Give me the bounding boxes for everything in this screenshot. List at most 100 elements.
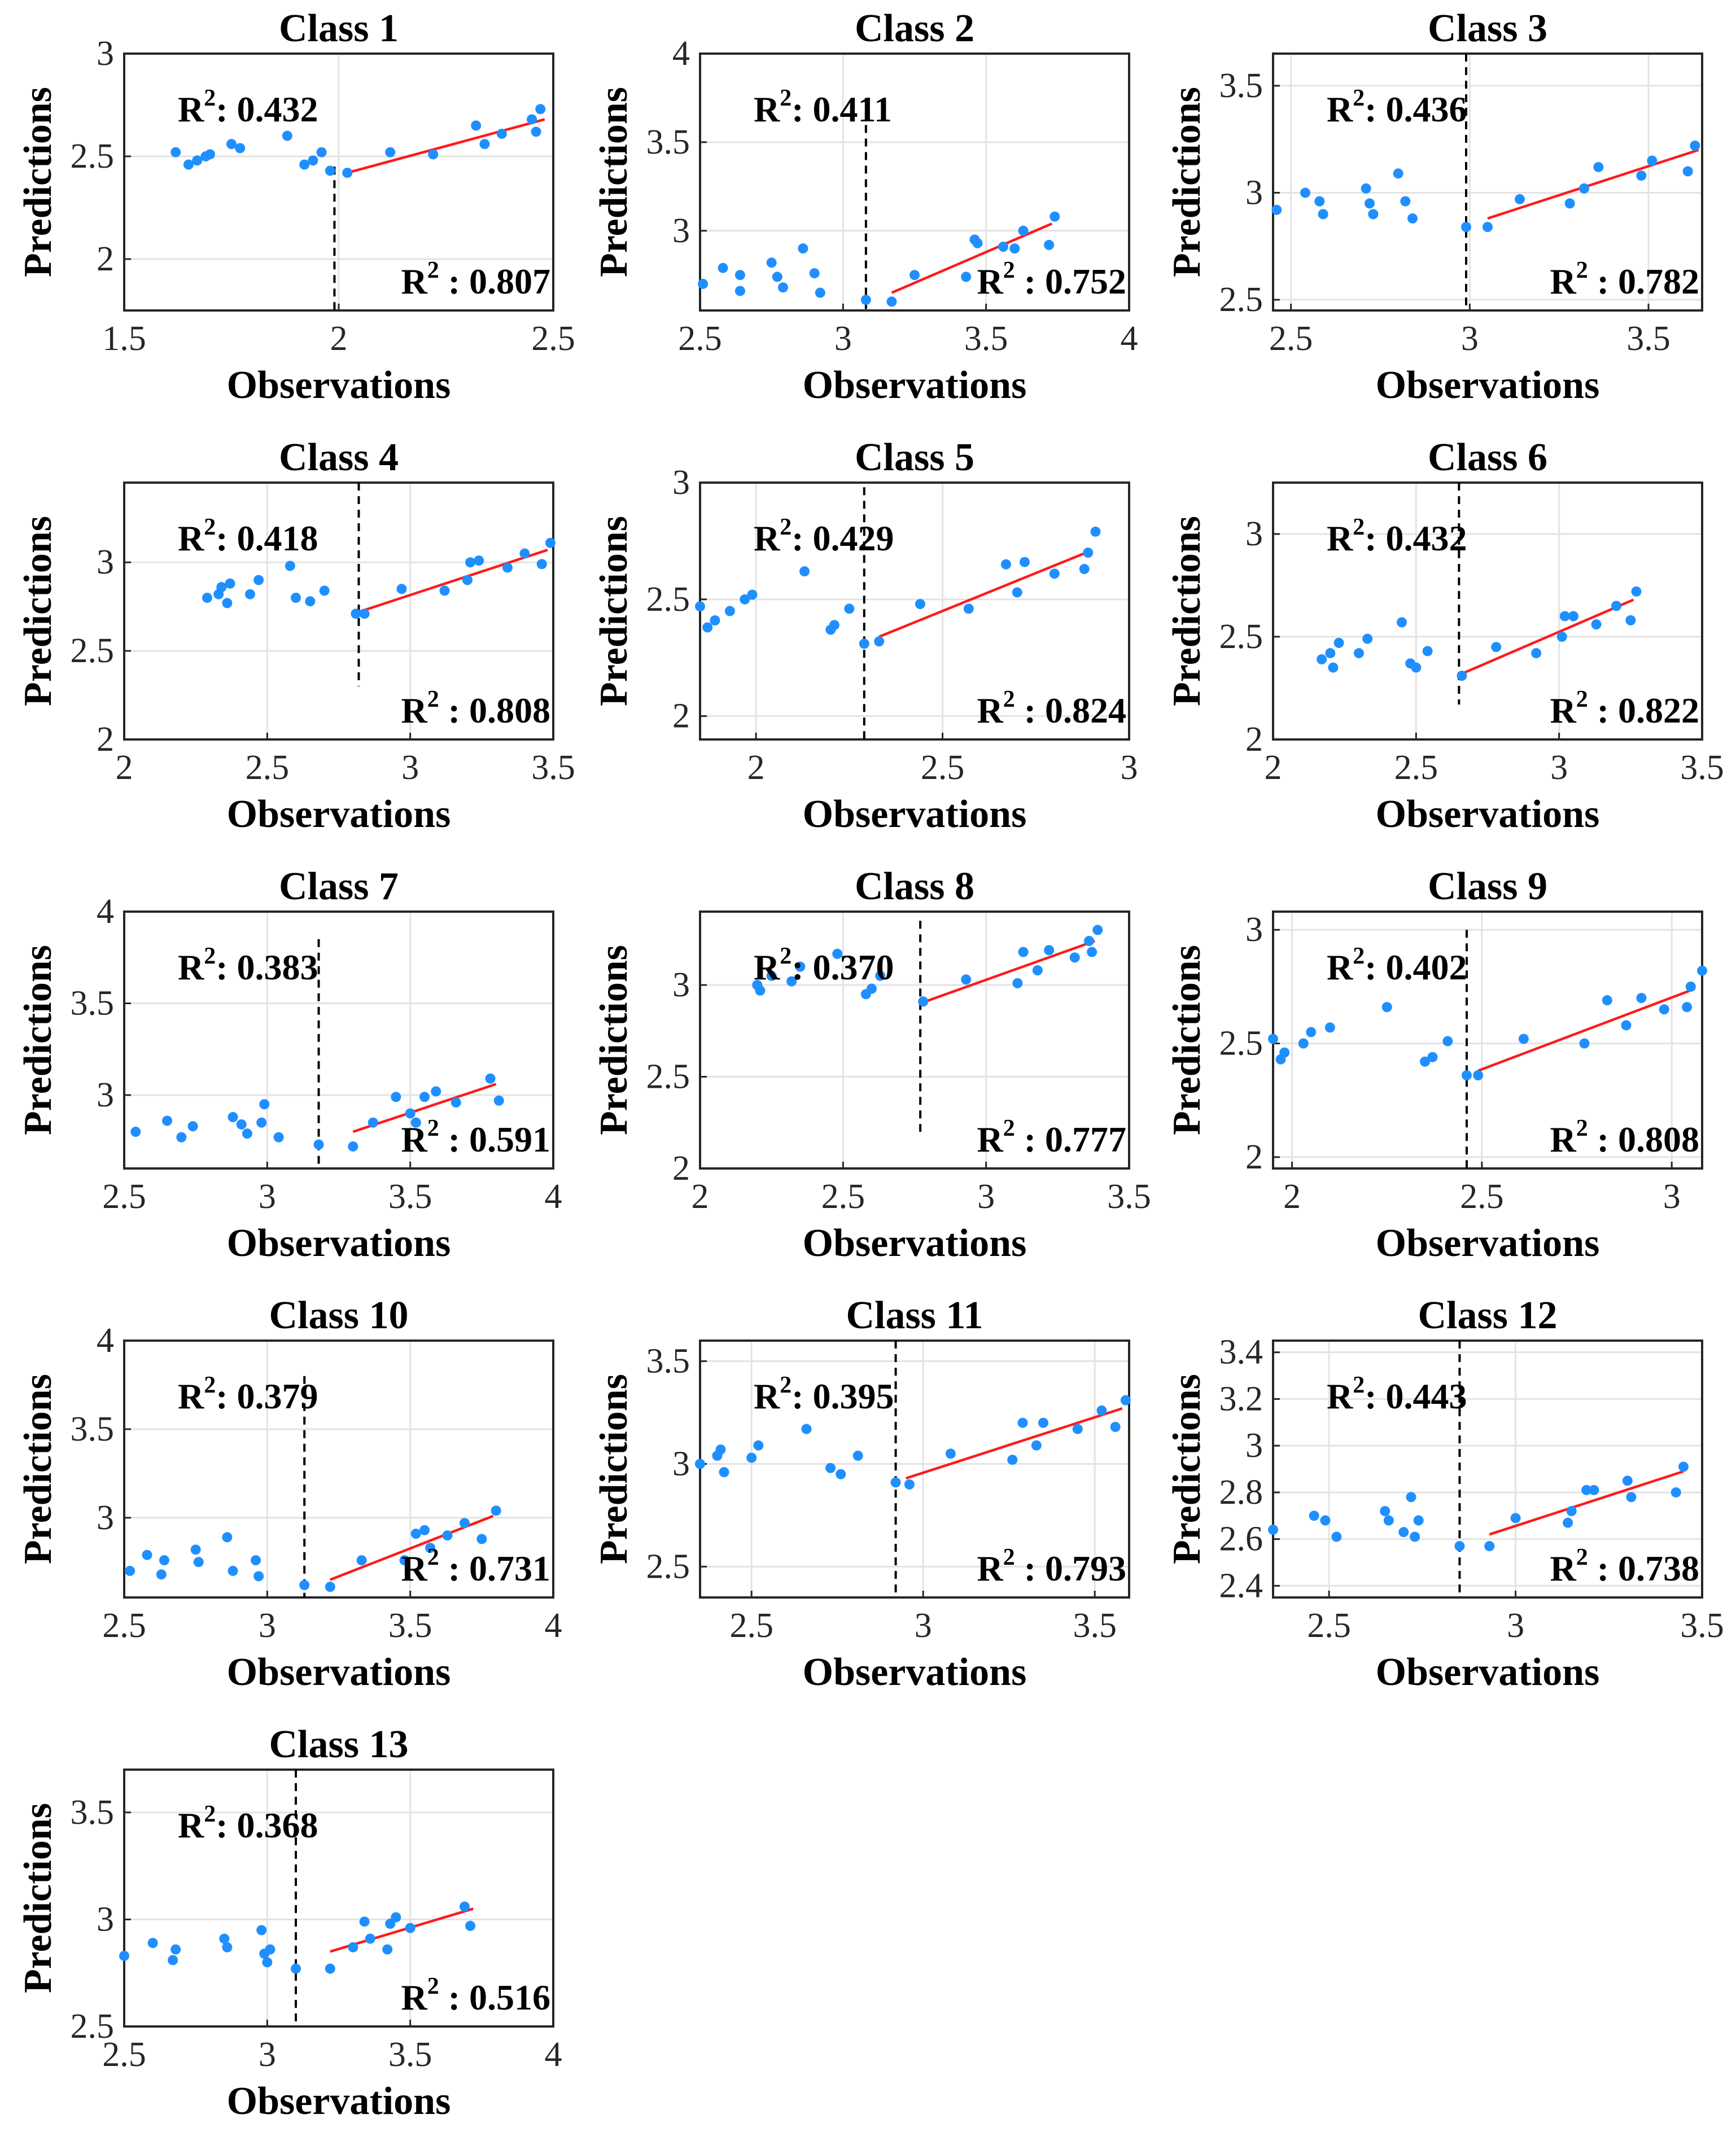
x-axis-label: Observations bbox=[227, 364, 451, 407]
data-point bbox=[1306, 1027, 1317, 1038]
x-tick-label: 3.5 bbox=[388, 1606, 432, 1645]
data-point bbox=[1397, 617, 1407, 628]
x-axis-label: Observations bbox=[1376, 1222, 1600, 1265]
y-axis-label: Predictions bbox=[1165, 87, 1209, 277]
r2-left-value: : 0.418 bbox=[216, 518, 318, 558]
subplot-title: Class 10 bbox=[269, 1294, 409, 1337]
y-tick-label: 2.5 bbox=[71, 2007, 115, 2046]
r2-left-label: R2: 0.395 bbox=[754, 1372, 894, 1416]
y-tick-label: 3.5 bbox=[71, 984, 115, 1023]
data-point bbox=[1581, 1485, 1592, 1495]
data-point bbox=[724, 606, 735, 616]
y-tick-label: 3.5 bbox=[1219, 67, 1263, 105]
r2-left-value: : 0.436 bbox=[1365, 89, 1467, 129]
subplot-title: Class 6 bbox=[1428, 436, 1547, 479]
data-point bbox=[904, 1479, 915, 1490]
data-point bbox=[734, 286, 745, 296]
data-point bbox=[1454, 1541, 1465, 1551]
r2-left-value: : 0.368 bbox=[216, 1805, 318, 1845]
subplot-class-12: 2.5 3 3.5 2.4 2.6 2.8 3 3.2 3.4 R2: 0.443 R2 : 0.7… bbox=[1165, 1294, 1724, 1694]
data-point bbox=[1621, 1020, 1632, 1031]
data-point bbox=[1413, 1515, 1424, 1526]
y-tick-label: 3 bbox=[672, 463, 690, 502]
data-point bbox=[844, 603, 855, 614]
subplot-class-4: 2 2.5 3 3.5 2 2.5 3 R2: 0.418 R2 : 0.808 Class 4 O… bbox=[16, 436, 575, 836]
x-axis-label: Observations bbox=[803, 1222, 1027, 1265]
y-tick-label: 3 bbox=[1245, 910, 1263, 949]
fit-line bbox=[1461, 598, 1634, 675]
data-point bbox=[162, 1115, 172, 1126]
data-point bbox=[1050, 211, 1060, 222]
data-point bbox=[459, 1901, 470, 1912]
data-point bbox=[1411, 662, 1422, 673]
r2-left-label: R2: 0.429 bbox=[754, 514, 894, 558]
data-point bbox=[170, 147, 181, 157]
data-point bbox=[1096, 1405, 1107, 1416]
data-point bbox=[253, 575, 264, 585]
data-point bbox=[1690, 141, 1700, 151]
data-point bbox=[1697, 965, 1707, 976]
y-axis-label: Predictions bbox=[16, 1803, 60, 1993]
r2-right-label: R2 : 0.516 bbox=[401, 1973, 550, 2017]
data-point bbox=[1110, 1421, 1121, 1432]
x-axis-label: Observations bbox=[1376, 364, 1600, 407]
x-tick-label: 1.5 bbox=[102, 319, 146, 358]
r2-right-label: R2 : 0.808 bbox=[401, 686, 550, 730]
r2-left-label: R2: 0.402 bbox=[1327, 943, 1467, 987]
data-point bbox=[1491, 642, 1502, 653]
r2-left-value: : 0.443 bbox=[1365, 1376, 1467, 1416]
axes-frame bbox=[1272, 52, 1703, 312]
data-point bbox=[471, 120, 482, 131]
data-point bbox=[961, 974, 972, 985]
r2-left-label: R2: 0.368 bbox=[178, 1801, 318, 1845]
r2-right-label: R2 : 0.824 bbox=[977, 686, 1126, 730]
data-point bbox=[1092, 925, 1103, 935]
subplot-title: Class 9 bbox=[1428, 865, 1547, 908]
data-point bbox=[1593, 161, 1604, 172]
data-point bbox=[798, 243, 808, 254]
x-tick-label: 3 bbox=[1663, 1177, 1681, 1216]
y-tick-label: 4 bbox=[97, 892, 114, 931]
data-point bbox=[451, 1097, 461, 1107]
r2-right-label: R2 : 0.777 bbox=[977, 1115, 1126, 1159]
data-point bbox=[963, 603, 974, 614]
x-tick-label: 2 bbox=[116, 748, 133, 787]
data-point bbox=[527, 114, 537, 125]
data-point bbox=[190, 1544, 201, 1555]
data-point bbox=[875, 970, 886, 981]
data-point bbox=[399, 1555, 410, 1566]
data-point bbox=[1515, 194, 1525, 204]
data-point bbox=[479, 139, 490, 150]
r2-right-value: : 0.793 bbox=[1015, 1548, 1126, 1588]
data-point bbox=[1682, 1002, 1693, 1013]
x-tick-label: 2.5 bbox=[678, 319, 722, 358]
x-axis-label: Observations bbox=[227, 793, 451, 836]
x-tick-label: 2 bbox=[692, 1177, 709, 1216]
data-point bbox=[1069, 952, 1080, 963]
r2-left-label: R2: 0.418 bbox=[178, 514, 318, 558]
r2-right-value: : 0.777 bbox=[1015, 1119, 1126, 1159]
data-point bbox=[777, 282, 788, 293]
data-point bbox=[1518, 1034, 1529, 1044]
r2-left-value: : 0.383 bbox=[216, 947, 318, 987]
data-point bbox=[1559, 611, 1570, 621]
y-axis-label: Predictions bbox=[1165, 945, 1209, 1135]
data-point bbox=[909, 270, 920, 281]
data-point bbox=[832, 948, 843, 959]
x-tick-label: 2.5 bbox=[1460, 1177, 1504, 1216]
data-point bbox=[1483, 222, 1493, 233]
data-point bbox=[535, 104, 546, 115]
y-tick-label: 2 bbox=[672, 697, 690, 736]
data-point bbox=[405, 1108, 416, 1119]
axes-box bbox=[1272, 1339, 1703, 1599]
r2-left-value: : 0.429 bbox=[792, 518, 894, 558]
x-tick-label: 3.5 bbox=[388, 1177, 432, 1216]
data-point bbox=[1032, 965, 1043, 975]
data-point bbox=[1407, 213, 1418, 224]
y-tick-label: 4 bbox=[672, 34, 690, 73]
subplot-title: Class 2 bbox=[855, 7, 974, 50]
data-point bbox=[147, 1938, 158, 1949]
data-point bbox=[1611, 601, 1621, 611]
data-point bbox=[1622, 1476, 1633, 1486]
data-point bbox=[1038, 1417, 1048, 1428]
